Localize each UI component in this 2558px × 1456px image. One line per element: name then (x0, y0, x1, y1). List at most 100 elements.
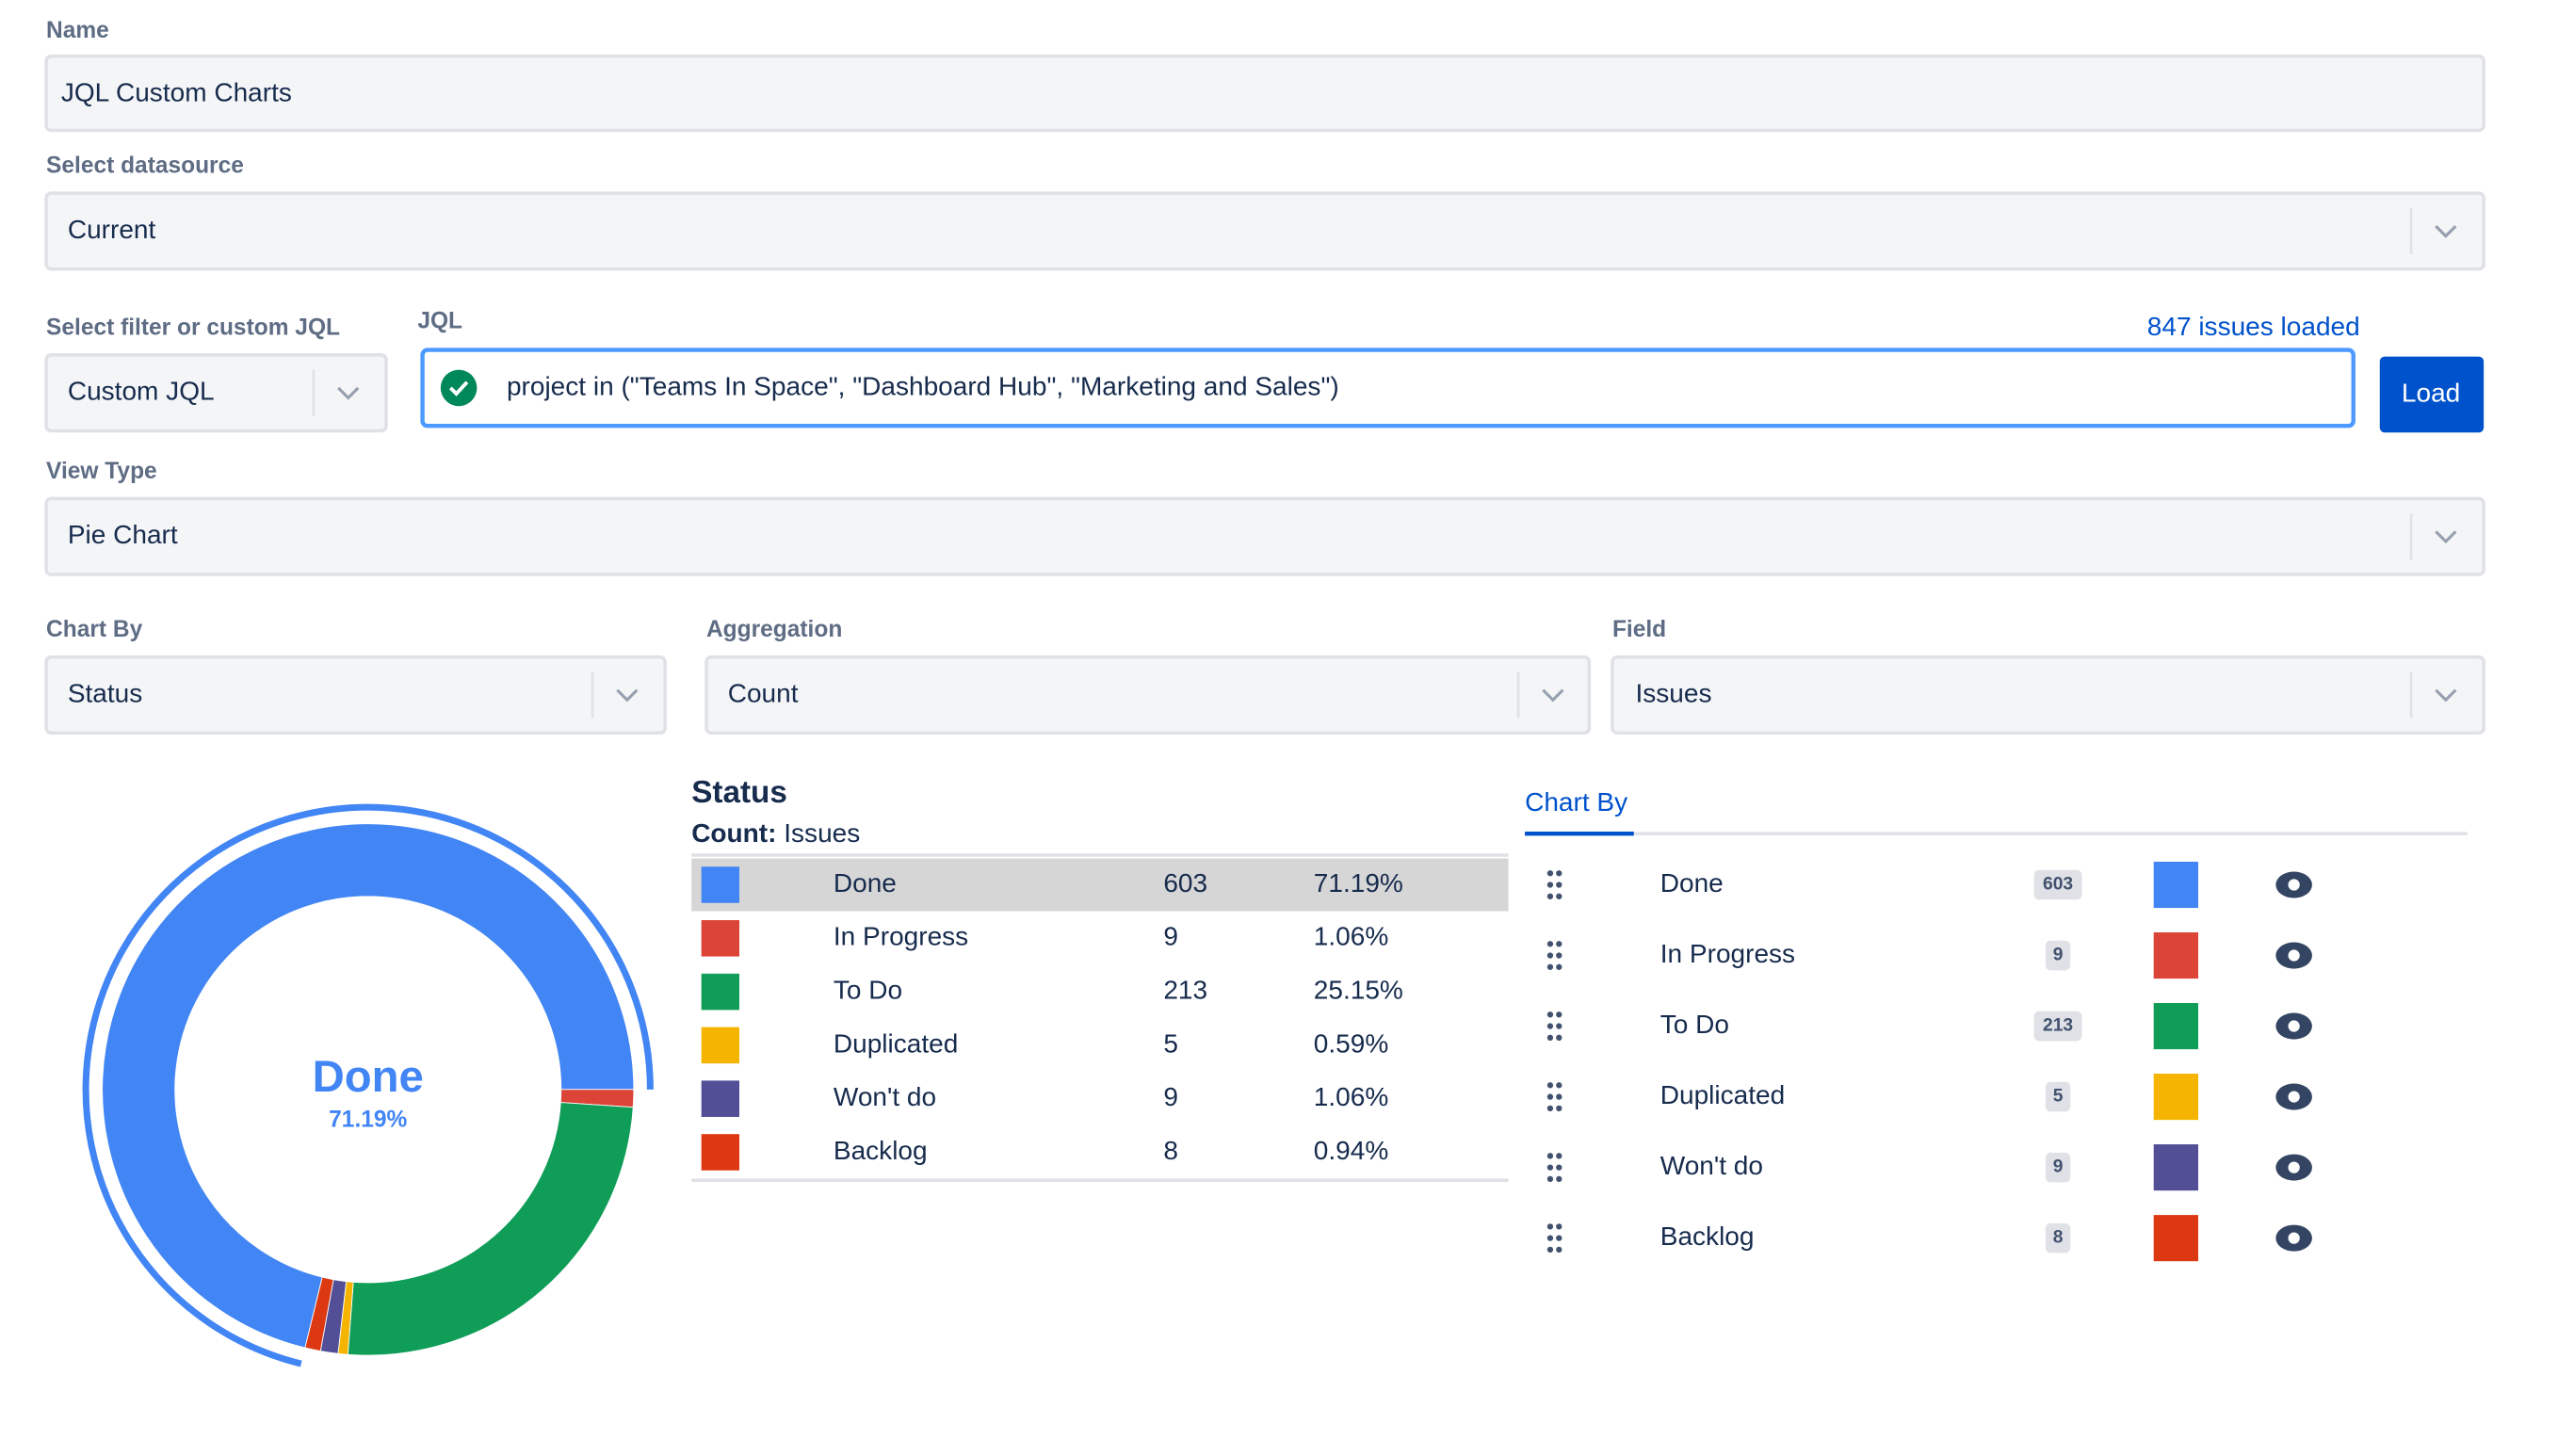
select-value: Status (68, 678, 142, 707)
select-value: Count (728, 678, 799, 707)
field-select[interactable] (1611, 655, 2485, 736)
drag-dot (1556, 870, 1562, 877)
center-percent: 71.19% (329, 1108, 407, 1133)
legend-name: Won't do (1660, 1151, 1763, 1180)
color-swatch (701, 973, 740, 1011)
drag-dot (1546, 870, 1554, 877)
drag-dot (1556, 893, 1562, 899)
drag-dot (1546, 1235, 1554, 1241)
drag-dot (1556, 1235, 1562, 1241)
row-percent: 0.59% (1314, 1028, 1388, 1058)
row-count: 9 (1163, 922, 1178, 951)
legend-swatch[interactable] (2153, 932, 2199, 979)
badge-count: 213 (2043, 1016, 2073, 1036)
row-count: 8 (1163, 1136, 1178, 1165)
row-percent: 25.15% (1314, 976, 1403, 1005)
chart-by-select[interactable] (44, 655, 667, 736)
subtitle-key: Count: (691, 818, 776, 848)
jql-value: project in ("Teams In Space", "Dashboard… (507, 371, 1339, 400)
input-value: JQL Custom Charts (61, 77, 292, 106)
drag-dot (1556, 1164, 1562, 1171)
eye-pupil (2288, 1232, 2300, 1244)
table-title: Status (691, 775, 787, 810)
field-label: Aggregation (706, 617, 842, 642)
field-label: View Type (46, 459, 157, 484)
legend-swatch[interactable] (2153, 1144, 2199, 1191)
chevron (2435, 688, 2457, 703)
issues-loaded: 847 issues loaded (2147, 312, 2360, 341)
chevron (1542, 688, 1564, 703)
color-swatch (701, 866, 740, 903)
legend-swatch[interactable] (2153, 861, 2199, 909)
button-label: Load (2402, 378, 2460, 407)
legend-swatch[interactable] (2153, 1003, 2199, 1050)
legend-name: Backlog (1660, 1221, 1755, 1251)
pie-slice[interactable] (304, 1276, 334, 1352)
color-swatch (701, 1080, 740, 1117)
select-value: Pie Chart (68, 520, 178, 549)
drag-dot (1556, 1023, 1562, 1029)
row-count: 603 (1163, 868, 1207, 898)
field-label: JQL (417, 308, 462, 333)
row-percent: 1.06% (1314, 922, 1388, 951)
name-input[interactable] (44, 54, 2485, 133)
field-label: Chart By (46, 617, 143, 642)
drag-dot (1546, 1175, 1554, 1183)
datasource-select[interactable] (44, 191, 2485, 271)
drag-dot (1546, 1093, 1554, 1100)
jql-input[interactable] (420, 348, 2356, 429)
pie-slice[interactable] (102, 823, 635, 1349)
field-label: Select datasource (46, 154, 244, 179)
legend-name: To Do (1660, 1010, 1729, 1039)
select-value: Current (68, 215, 156, 244)
color-swatch (701, 920, 740, 957)
chevron (2435, 225, 2457, 238)
view-type-select[interactable] (44, 496, 2485, 576)
drag-dot (1556, 941, 1562, 947)
drag-dot (1546, 1246, 1554, 1254)
drag-dot (1546, 1011, 1554, 1018)
row-name: Done (834, 868, 897, 898)
drag-dot (1556, 1011, 1562, 1018)
drag-dot (1556, 1246, 1562, 1254)
badge-count: 9 (2053, 946, 2064, 965)
count-badge (2045, 1081, 2071, 1112)
color-swatch (701, 1134, 740, 1171)
drag-dot (1556, 882, 1562, 888)
load-button[interactable] (2379, 356, 2485, 433)
aggregation-select[interactable] (704, 655, 1592, 736)
drag-dot (1546, 941, 1554, 947)
legend-swatch[interactable] (2153, 1074, 2199, 1121)
drag-dot (1556, 1175, 1562, 1183)
table-subtitle: Count: Issues (691, 818, 860, 848)
selected-arc (82, 803, 654, 1367)
chevron (337, 386, 360, 400)
center-label: Done (313, 1052, 424, 1102)
eye-pupil (2288, 1161, 2300, 1173)
legend-swatch[interactable] (2153, 1215, 2199, 1262)
drag-dot (1546, 952, 1554, 959)
tab[interactable]: Chart By (1525, 787, 1627, 817)
drag-dot (1556, 1153, 1562, 1159)
drag-dot (1556, 1093, 1562, 1100)
eye-pupil (2288, 1020, 2300, 1032)
badge-count: 603 (2043, 875, 2073, 895)
drag-dot (1546, 1153, 1554, 1159)
drag-dot (1546, 1023, 1554, 1029)
filter-select[interactable] (44, 353, 388, 433)
drag-dot (1546, 1034, 1554, 1041)
pie-slice[interactable] (347, 1102, 634, 1356)
count-badge (2045, 1222, 2071, 1254)
row-highlight (691, 858, 1509, 912)
drag-dot (1556, 1034, 1562, 1041)
row-percent: 71.19% (1314, 868, 1403, 898)
drag-dot (1546, 1105, 1554, 1112)
drag-dot (1556, 1223, 1562, 1230)
drag-dot (1556, 952, 1562, 959)
row-percent: 0.94% (1314, 1136, 1388, 1165)
badge-count: 9 (2053, 1157, 2064, 1177)
eye-pupil (2288, 949, 2300, 962)
drag-dot (1546, 1164, 1554, 1171)
field-label: Field (1612, 617, 1666, 642)
